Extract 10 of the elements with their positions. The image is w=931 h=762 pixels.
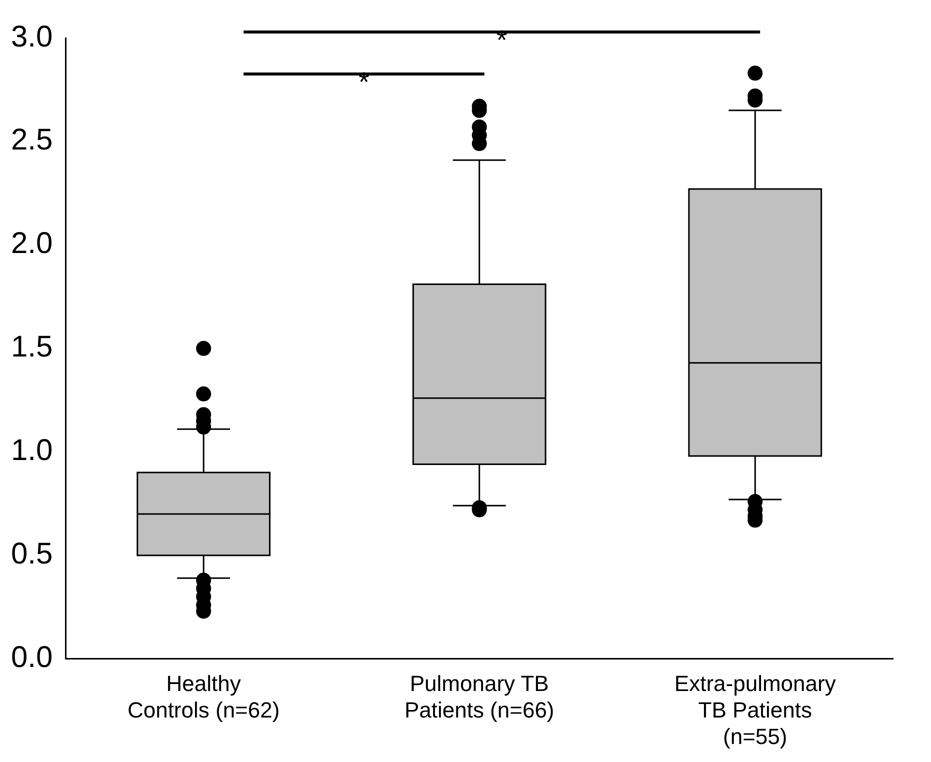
x-tick-label: Pulmonary TB Patients (n=66)	[404, 671, 554, 722]
y-tick-label: 0.0	[10, 641, 53, 674]
y-tick-label: 1.5	[10, 330, 53, 364]
x-tick-label: Healthy Controls (n=62)	[127, 671, 280, 722]
y-tick-label: 0.5	[10, 538, 53, 571]
x-tick-label: Extra-pulmonary TB Patients (n=55)	[674, 671, 836, 749]
y-tick-label: 2.5	[10, 124, 53, 157]
y-tick-label: 1.0	[10, 434, 53, 468]
y-tick-label: 2.0	[10, 227, 53, 260]
y-tick-label: 3.0	[10, 20, 53, 54]
